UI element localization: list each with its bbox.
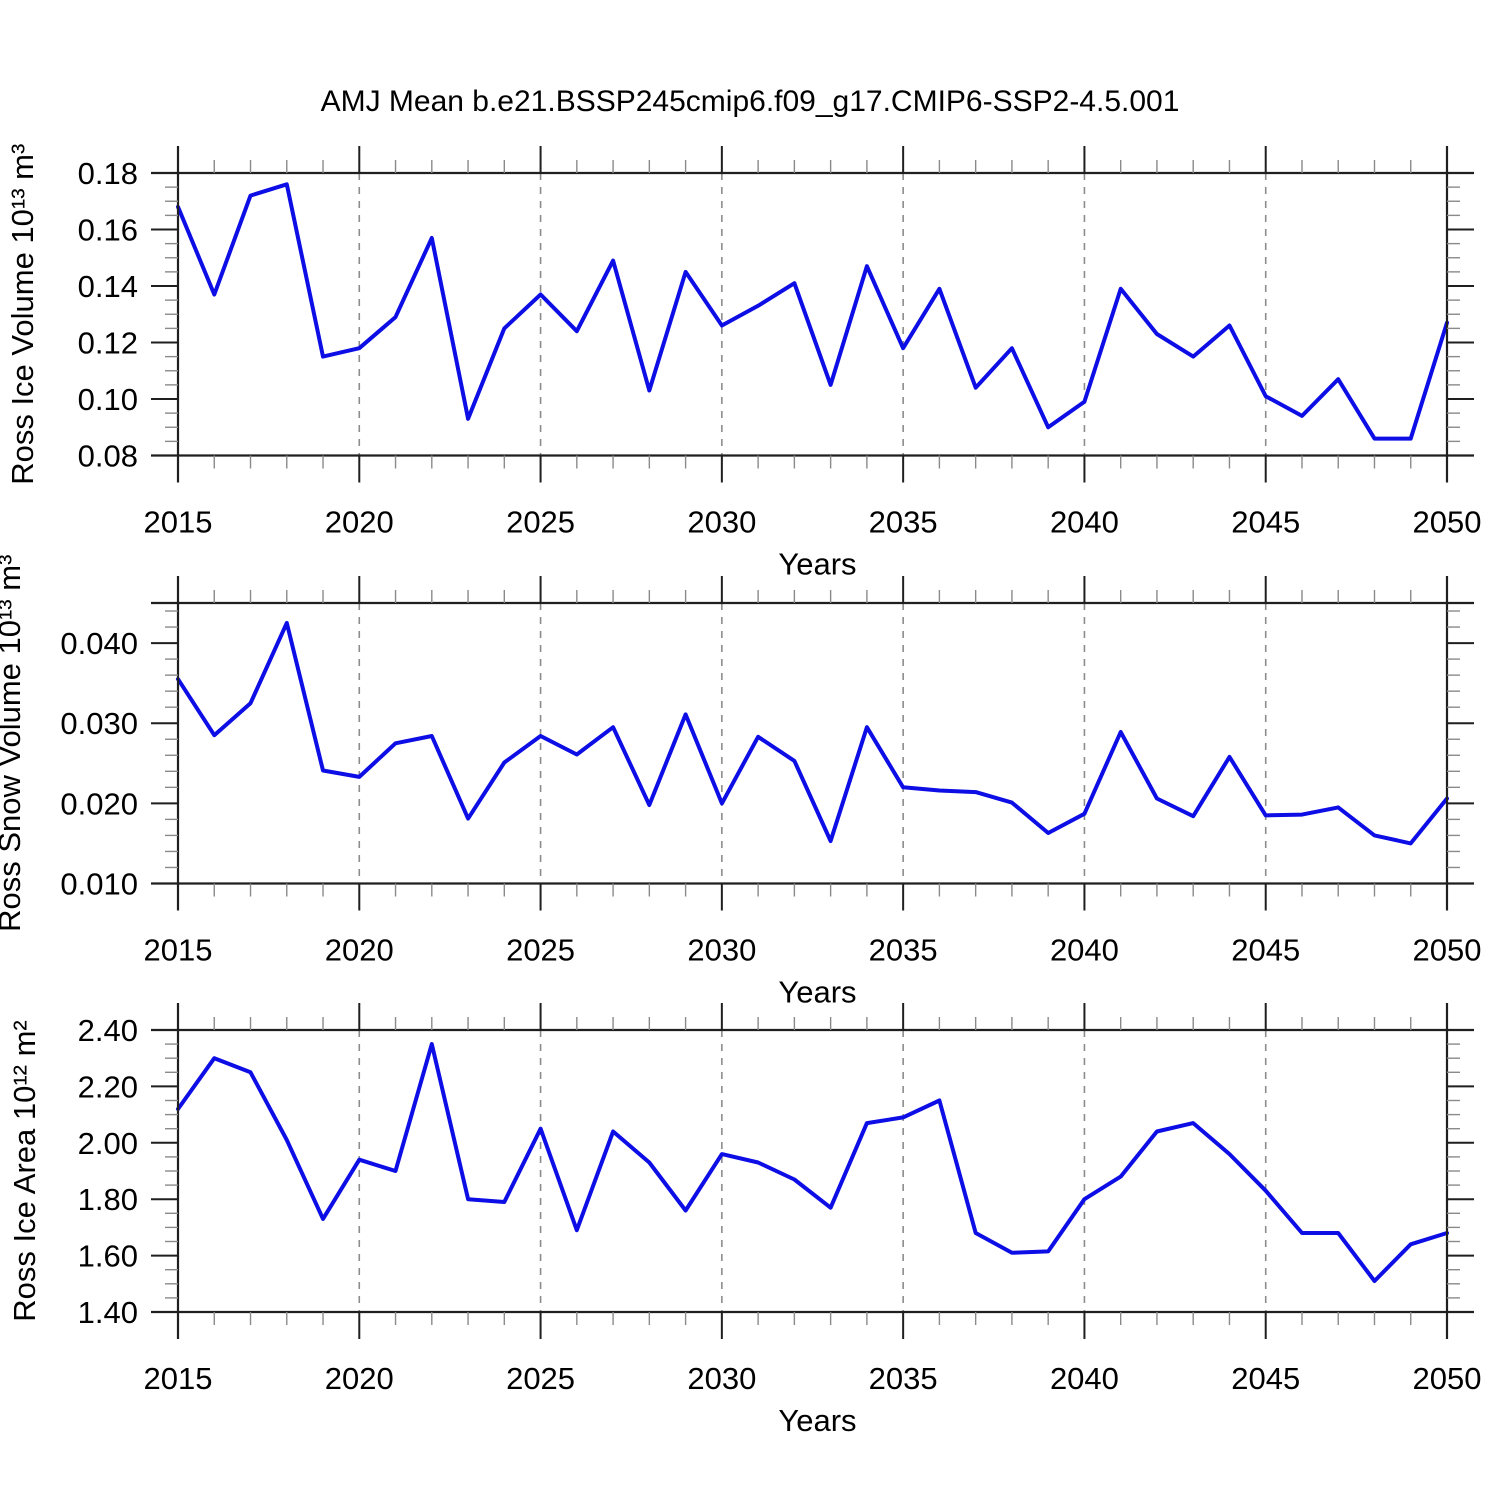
- x-tick-label: 2050: [1413, 933, 1482, 968]
- x-axis-title: Years: [778, 975, 856, 1010]
- x-tick-label: 2045: [1231, 1361, 1300, 1396]
- x-tick-label: 2030: [687, 1361, 756, 1396]
- data-series-line: [176, 182, 1449, 441]
- y-tick-label: 1.40: [78, 1295, 138, 1330]
- x-tick-label: 2050: [1413, 1361, 1482, 1396]
- y-tick-label: 0.10: [78, 382, 138, 417]
- y-tick-label: 0.16: [78, 213, 138, 248]
- x-tick-label: 2020: [325, 505, 394, 540]
- y-tick-label: 0.12: [78, 326, 138, 361]
- y-tick-label: 0.030: [60, 706, 138, 741]
- x-tick-label: 2045: [1231, 933, 1300, 968]
- x-tick-label: 2040: [1050, 933, 1119, 968]
- y-tick-label: 2.20: [78, 1069, 138, 1104]
- x-axis-title: Years: [778, 1403, 856, 1438]
- x-tick-label: 2035: [869, 933, 938, 968]
- data-series-line: [176, 621, 1449, 846]
- y-tick-label: 0.08: [78, 439, 138, 474]
- y-tick-label: 0.040: [60, 626, 138, 661]
- chart-title: AMJ Mean b.e21.BSSP245cmip6.f09_g17.CMIP…: [321, 85, 1180, 118]
- y-tick-label: 2.00: [78, 1126, 138, 1161]
- y-tick-label: 2.40: [78, 1013, 138, 1048]
- x-tick-label: 2045: [1231, 505, 1300, 540]
- x-tick-label: 2030: [687, 505, 756, 540]
- x-tick-label: 2035: [869, 505, 938, 540]
- x-tick-label: 2020: [325, 1361, 394, 1396]
- y-axis-title: Ross Ice Volume 10¹³ m³: [5, 144, 40, 485]
- y-tick-label: 1.80: [78, 1182, 138, 1217]
- x-tick-label: 2040: [1050, 505, 1119, 540]
- y-axis-title: Ross Ice Area 10¹² m²: [7, 1020, 42, 1321]
- x-tick-label: 2015: [144, 1361, 213, 1396]
- x-tick-label: 2030: [687, 933, 756, 968]
- x-tick-label: 2050: [1413, 505, 1482, 540]
- y-tick-label: 0.010: [60, 867, 138, 902]
- panel-ross-snow-volume: 0.010 0.020 0.030 0.040 2015 2020 2025 2030 2035…: [0, 555, 1481, 1010]
- x-tick-label: 2025: [506, 933, 575, 968]
- y-tick-label: 0.020: [60, 786, 138, 821]
- panel-ross-ice-area: 1.40 1.60 1.80 2.00 2.20 2.40 2015 2020 2025 2030…: [7, 1003, 1481, 1438]
- data-series-line: [176, 1042, 1449, 1283]
- y-tick-label: 1.60: [78, 1239, 138, 1274]
- y-tick-label: 0.18: [78, 156, 138, 191]
- x-tick-label: 2040: [1050, 1361, 1119, 1396]
- x-axis-title: Years: [778, 547, 856, 582]
- panel-ross-ice-volume: 0.08 0.10 0.12 0.14 0.16 0.18 2015 2020 2025 2030…: [5, 144, 1481, 582]
- x-tick-label: 2020: [325, 933, 394, 968]
- x-tick-label: 2015: [144, 933, 213, 968]
- y-axis-title: Ross Snow Volume 10¹³ m³: [0, 555, 27, 932]
- x-tick-label: 2025: [506, 505, 575, 540]
- x-tick-label: 2025: [506, 1361, 575, 1396]
- y-tick-label: 0.14: [78, 269, 138, 304]
- x-tick-label: 2035: [869, 1361, 938, 1396]
- x-tick-label: 2015: [144, 505, 213, 540]
